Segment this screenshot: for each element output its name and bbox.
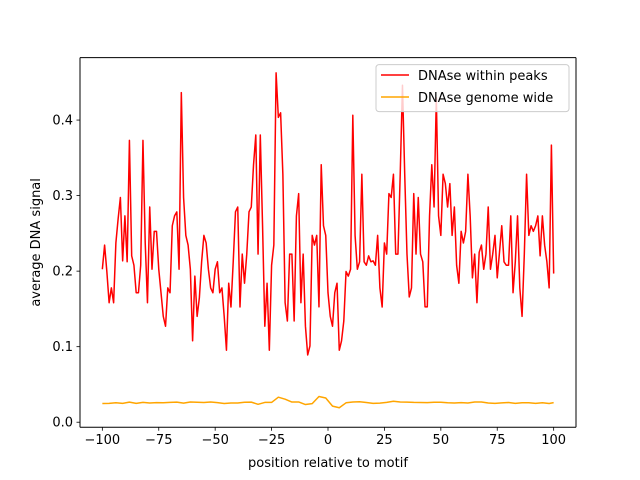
series-line-dnase-genome-wide xyxy=(102,395,554,409)
series-layer xyxy=(101,72,555,409)
y-ticks: 0.0 0.1 0.2 0.3 0.4 xyxy=(52,114,80,431)
x-tick-label: −50 xyxy=(201,433,228,448)
x-tick-label: −75 xyxy=(145,433,172,448)
y-tick-label: 0.3 xyxy=(52,189,73,204)
x-tick-label: 75 xyxy=(489,433,506,448)
x-tick-label: −100 xyxy=(84,433,120,448)
legend-label-dnase-genome-wide: DNAse genome wide xyxy=(418,91,553,106)
x-tick-label: 0 xyxy=(324,433,332,448)
x-tick-label: 50 xyxy=(433,433,450,448)
legend-frame xyxy=(375,64,570,113)
y-tick-label: 0.0 xyxy=(52,416,73,431)
y-tick-label: 0.4 xyxy=(52,114,73,129)
x-tick-label: 25 xyxy=(376,433,393,448)
y-tick-label: 0.2 xyxy=(52,265,73,280)
x-axis-label: position relative to motif xyxy=(248,456,408,471)
x-tick-label: −25 xyxy=(258,433,285,448)
series-line-dnase-within-peaks xyxy=(101,72,555,356)
plot-area xyxy=(80,57,576,428)
x-tick-label: 100 xyxy=(541,433,566,448)
y-tick-label: 0.1 xyxy=(52,340,73,355)
y-axis-label: average DNA signal xyxy=(29,178,44,307)
x-ticks: −100 −75 −50 −25 0 25 50 75 100 xyxy=(84,427,566,448)
legend: DNAse within peaks DNAse genome wide xyxy=(375,64,570,113)
legend-label-dnase-within-peaks: DNAse within peaks xyxy=(418,69,548,84)
